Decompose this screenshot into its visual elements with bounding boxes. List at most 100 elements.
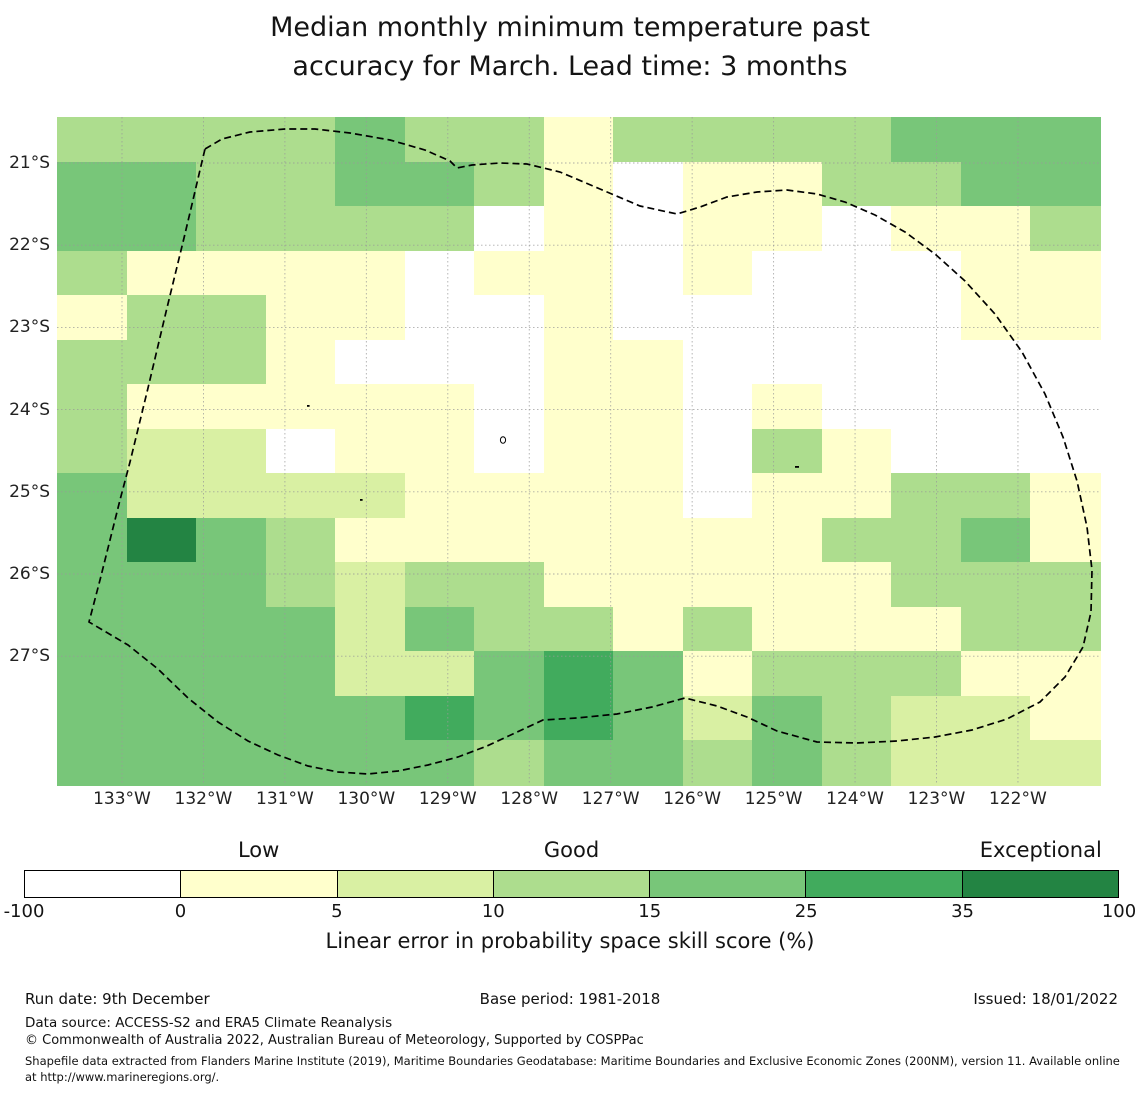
heatmap-cell: [265, 339, 336, 385]
heatmap-cell: [265, 517, 336, 563]
heatmap-cell: [821, 695, 892, 742]
heatmap-cell: [613, 606, 684, 652]
heatmap-cell: [474, 606, 545, 652]
heatmap-cell: [474, 428, 545, 474]
heatmap-cell: [891, 651, 962, 697]
heatmap-cell: [474, 250, 545, 296]
heatmap-cell: [543, 117, 614, 163]
heatmap-cell: [891, 606, 962, 652]
heatmap-cell: [682, 740, 753, 786]
heatmap-cell: [265, 206, 336, 252]
heatmap-cell: [57, 206, 128, 252]
heatmap-cell: [404, 517, 475, 563]
heatmap-cell: [335, 473, 406, 519]
colorbar-category-label: Low: [237, 838, 280, 862]
longitude-tick-label: 132°W: [174, 789, 233, 809]
colorbar-segment: [650, 871, 807, 897]
heatmap-cell: [891, 161, 962, 207]
heatmap-cell: [474, 695, 545, 742]
chart-title-line2: accuracy for March. Lead time: 3 months: [292, 51, 848, 82]
heatmap-cell: [196, 206, 267, 252]
heatmap-cell: [752, 384, 823, 430]
heatmap-cell: [196, 473, 267, 519]
heatmap-cell: [335, 517, 406, 563]
longitude-tick-label: 125°W: [744, 789, 803, 809]
latitude-tick-label: 24°S: [9, 399, 50, 420]
heatmap-cell: [960, 339, 1032, 385]
heatmap-cell: [1030, 562, 1101, 608]
heatmap-cell: [57, 562, 128, 608]
heatmap-cell: [335, 206, 406, 252]
heatmap-cell: [57, 695, 128, 742]
heatmap-cell: [1030, 606, 1101, 652]
heatmap-cell: [126, 606, 197, 652]
heatmap-cell: [196, 606, 267, 652]
heatmap-cell: [1030, 339, 1101, 385]
heatmap-cell: [57, 339, 128, 385]
longitude-tick-label: 133°W: [93, 789, 151, 809]
heatmap-cell: [821, 428, 892, 474]
heatmap-cell: [613, 339, 684, 385]
heatmap-cell: [613, 428, 684, 474]
heatmap-cell: [474, 651, 545, 697]
heatmap-cell: [57, 606, 128, 652]
heatmap-cell: [335, 651, 406, 697]
heatmap-cell: [613, 651, 684, 697]
heatmap-cell: [543, 295, 614, 341]
heatmap-cell: [1030, 740, 1101, 786]
heatmap-cell: [57, 740, 128, 786]
heatmap-cell: [404, 562, 475, 608]
heatmap-cell: [404, 651, 475, 697]
heatmap-cell: [57, 651, 128, 697]
heatmap-cell: [821, 339, 892, 385]
heatmap-cell: [960, 740, 1032, 786]
longitude-tick-label: 122°W: [989, 789, 1047, 809]
heatmap-cell: [196, 250, 267, 296]
heatmap-cell: [57, 161, 128, 207]
colorbar-segment: [337, 871, 494, 897]
heatmap-cell: [57, 295, 128, 341]
data-source-text: Data source: ACCESS-S2 and ERA5 Climate …: [25, 1015, 393, 1031]
heatmap-cell: [126, 473, 197, 519]
heatmap-cell: [1030, 250, 1101, 296]
heatmap-cell: [265, 384, 336, 430]
heatmap-cell: [891, 473, 962, 519]
heatmap-cell: [613, 695, 684, 742]
colorbar-tick-label: -100: [3, 901, 45, 922]
heatmap-cell: [891, 562, 962, 608]
heatmap-cell: [613, 250, 684, 296]
colorbar-segment: [25, 871, 182, 897]
heatmap-cell: [613, 473, 684, 519]
heatmap-cell: [682, 295, 753, 341]
heatmap-cell: [752, 206, 823, 252]
heatmap-cell: [682, 428, 753, 474]
longitude-tick-label: 124°W: [826, 789, 884, 809]
heatmap-cell: [821, 295, 892, 341]
colorbar-category-label: Good: [543, 838, 600, 862]
heatmap-cell: [265, 295, 336, 341]
heatmap-cell: [126, 562, 197, 608]
longitude-tick-label: 126°W: [663, 789, 722, 809]
colorbar-tick-label: 25: [794, 901, 818, 922]
heatmap-cell: [960, 606, 1032, 652]
colorbar-tick-label: 100: [1101, 901, 1137, 922]
colorbar-tick-label: 15: [638, 901, 662, 922]
heatmap-cell: [960, 517, 1032, 563]
heatmap-cell: [821, 740, 892, 786]
heatmap-cell: [682, 117, 753, 163]
chart-title-line1: Median monthly minimum temperature past: [270, 12, 870, 43]
heatmap-cell: [613, 295, 684, 341]
colorbar-tick-label: 10: [481, 901, 505, 922]
heatmap-cell: [960, 117, 1032, 163]
heatmap-cell: [57, 473, 128, 519]
heatmap-cell: [57, 250, 128, 296]
heatmap-cell: [1030, 384, 1101, 430]
heatmap-cell: [126, 250, 197, 296]
heatmap-cell: [474, 384, 545, 430]
heatmap-cell: [126, 384, 197, 430]
heatmap-cell: [960, 250, 1032, 296]
heatmap-cell: [543, 250, 614, 296]
heatmap-cell: [1030, 206, 1101, 252]
heatmap-cell: [960, 695, 1032, 742]
heatmap-cell: [335, 740, 406, 786]
